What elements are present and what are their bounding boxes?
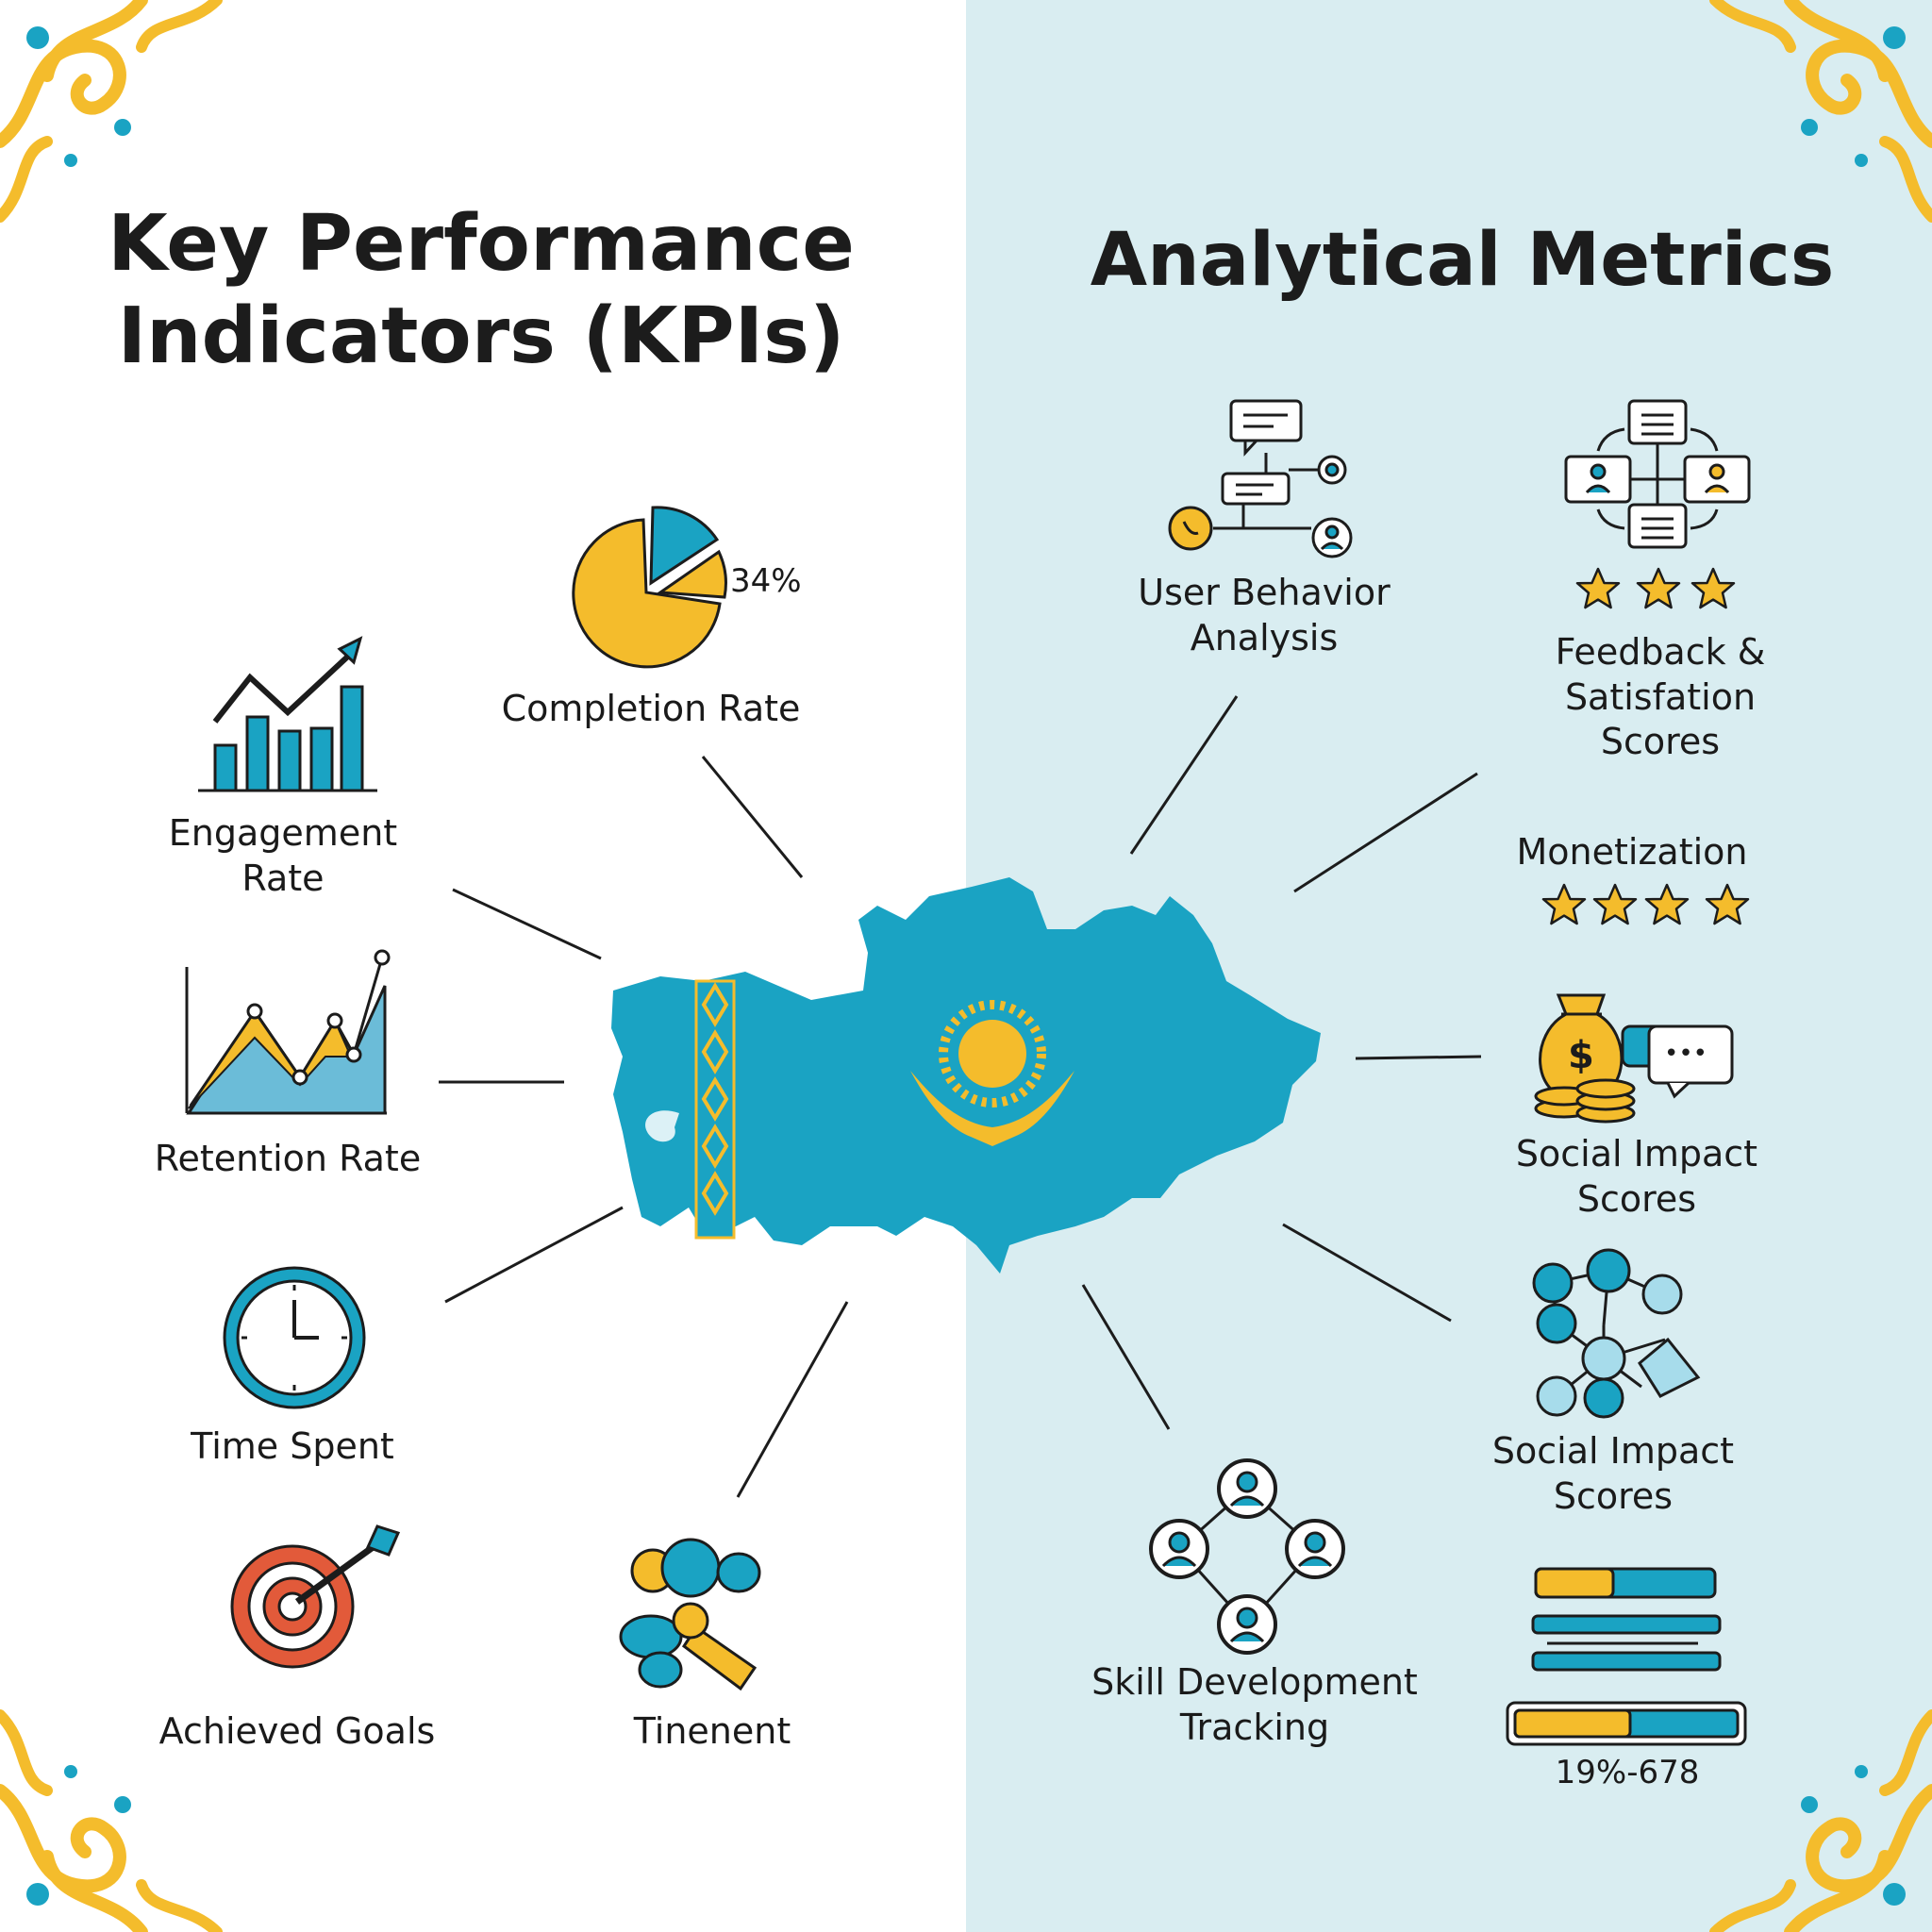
money-bag-chat-icon <box>1534 993 1734 1124</box>
sun-emblem-icon <box>939 1000 1046 1108</box>
connector-skill <box>1081 1284 1171 1430</box>
star-icon <box>1592 883 1638 925</box>
feedback-network-icon <box>1564 399 1751 549</box>
ornament-corner-bottom-right-icon <box>1709 1709 1932 1932</box>
connector-engagement <box>452 888 602 960</box>
connector-user-behavior <box>1129 695 1239 855</box>
monetization-label: Monetization <box>1516 831 1748 873</box>
star-icon <box>1575 567 1621 609</box>
retention-area-chart-icon <box>185 949 391 1115</box>
social-impact-a-line1: Social Impact <box>1515 1133 1758 1174</box>
social-impact-b-line1: Social Impact <box>1491 1430 1735 1472</box>
connector-feedback <box>1293 772 1478 893</box>
time-spent-label: Time Spent <box>191 1425 394 1467</box>
person-icon <box>1285 1519 1345 1579</box>
skill-network-icon <box>1149 1458 1345 1655</box>
completion-rate-label: Completion Rate <box>501 688 801 729</box>
clock-icon <box>223 1266 366 1409</box>
achieved-goals-label: Achieved Goals <box>158 1710 436 1752</box>
person-icon <box>1149 1519 1209 1579</box>
monetization-stars <box>1541 883 1750 925</box>
feedback-line3: Scores <box>1600 721 1721 762</box>
eagle-emblem-icon <box>910 1071 1074 1146</box>
user-behavior-flow-icon <box>1168 399 1353 558</box>
dollar-sign-label: $ <box>1568 1034 1594 1077</box>
connector-lines <box>439 695 1482 1498</box>
ornament-corner-top-left-icon <box>0 0 223 223</box>
person-icon <box>1217 1594 1277 1655</box>
engagement-line1: Engagement <box>168 812 398 854</box>
user-behavior-analysis-label: User Behavior Analysis <box>1099 571 1429 660</box>
analytical-metrics-title: Analytical Metrics <box>1090 218 1835 303</box>
social-impact-scores-label-b: Social Impact Scores <box>1443 1429 1783 1519</box>
user-behavior-line1: User Behavior <box>1138 572 1391 613</box>
retention-rate-label: Retention Rate <box>154 1138 422 1179</box>
molecule-network-icon <box>1532 1248 1701 1419</box>
tinenent-label: Tinenent <box>633 1710 791 1752</box>
feedback-satisfaction-label: Feedback & Satisfation Scores <box>1491 630 1830 765</box>
connector-time <box>444 1206 624 1304</box>
skill-line1: Skill Development <box>1091 1661 1418 1703</box>
feedback-line2: Satisfation <box>1564 675 1757 718</box>
social-impact-b-line2: Scores <box>1553 1474 1674 1517</box>
social-impact-a-line2: Scores <box>1576 1177 1697 1220</box>
star-icon <box>1636 567 1681 609</box>
star-icon <box>1644 883 1690 925</box>
star-icon <box>1541 883 1587 925</box>
kazakhstan-map-icon <box>611 877 1321 1274</box>
feedback-stars <box>1575 567 1736 609</box>
progress-value-label: 19%-678 <box>1555 1754 1700 1791</box>
feedback-line1: Feedback & <box>1555 631 1766 673</box>
person-icon <box>1217 1458 1277 1519</box>
engagement-bar-chart-icon <box>198 636 377 792</box>
star-icon <box>1705 883 1750 925</box>
engagement-line2: Rate <box>242 857 325 899</box>
connector-completion <box>701 756 804 878</box>
connector-tinenent <box>736 1301 849 1498</box>
ornament-corner-bottom-left-icon <box>0 1709 223 1932</box>
skill-development-tracking-label: Skill Development Tracking <box>1075 1660 1434 1750</box>
user-behavior-line2: Analysis <box>1190 616 1339 658</box>
connector-social-b <box>1282 1223 1452 1323</box>
ornament-corner-top-right-icon <box>1709 0 1932 223</box>
chat-ellipsis-label: ••• <box>1664 1040 1707 1068</box>
star-icon <box>1690 567 1736 609</box>
kpi-title-line2: Indicators (KPIs) <box>117 291 845 382</box>
engagement-rate-label: Engagement Rate <box>113 811 453 901</box>
completion-percent-label: 34% <box>730 562 802 600</box>
connector-social-a <box>1355 1055 1482 1060</box>
progress-bars-icon <box>1506 1567 1747 1746</box>
kpi-title: Key Performance Indicators (KPIs) <box>104 198 858 384</box>
tinenent-fan-icon <box>619 1538 761 1691</box>
completion-pie-icon <box>572 506 727 669</box>
kpi-title-line1: Key Performance <box>108 199 855 289</box>
social-impact-scores-label-a: Social Impact Scores <box>1467 1132 1807 1222</box>
skill-line2: Tracking <box>1179 1706 1330 1748</box>
target-icon <box>230 1524 401 1669</box>
